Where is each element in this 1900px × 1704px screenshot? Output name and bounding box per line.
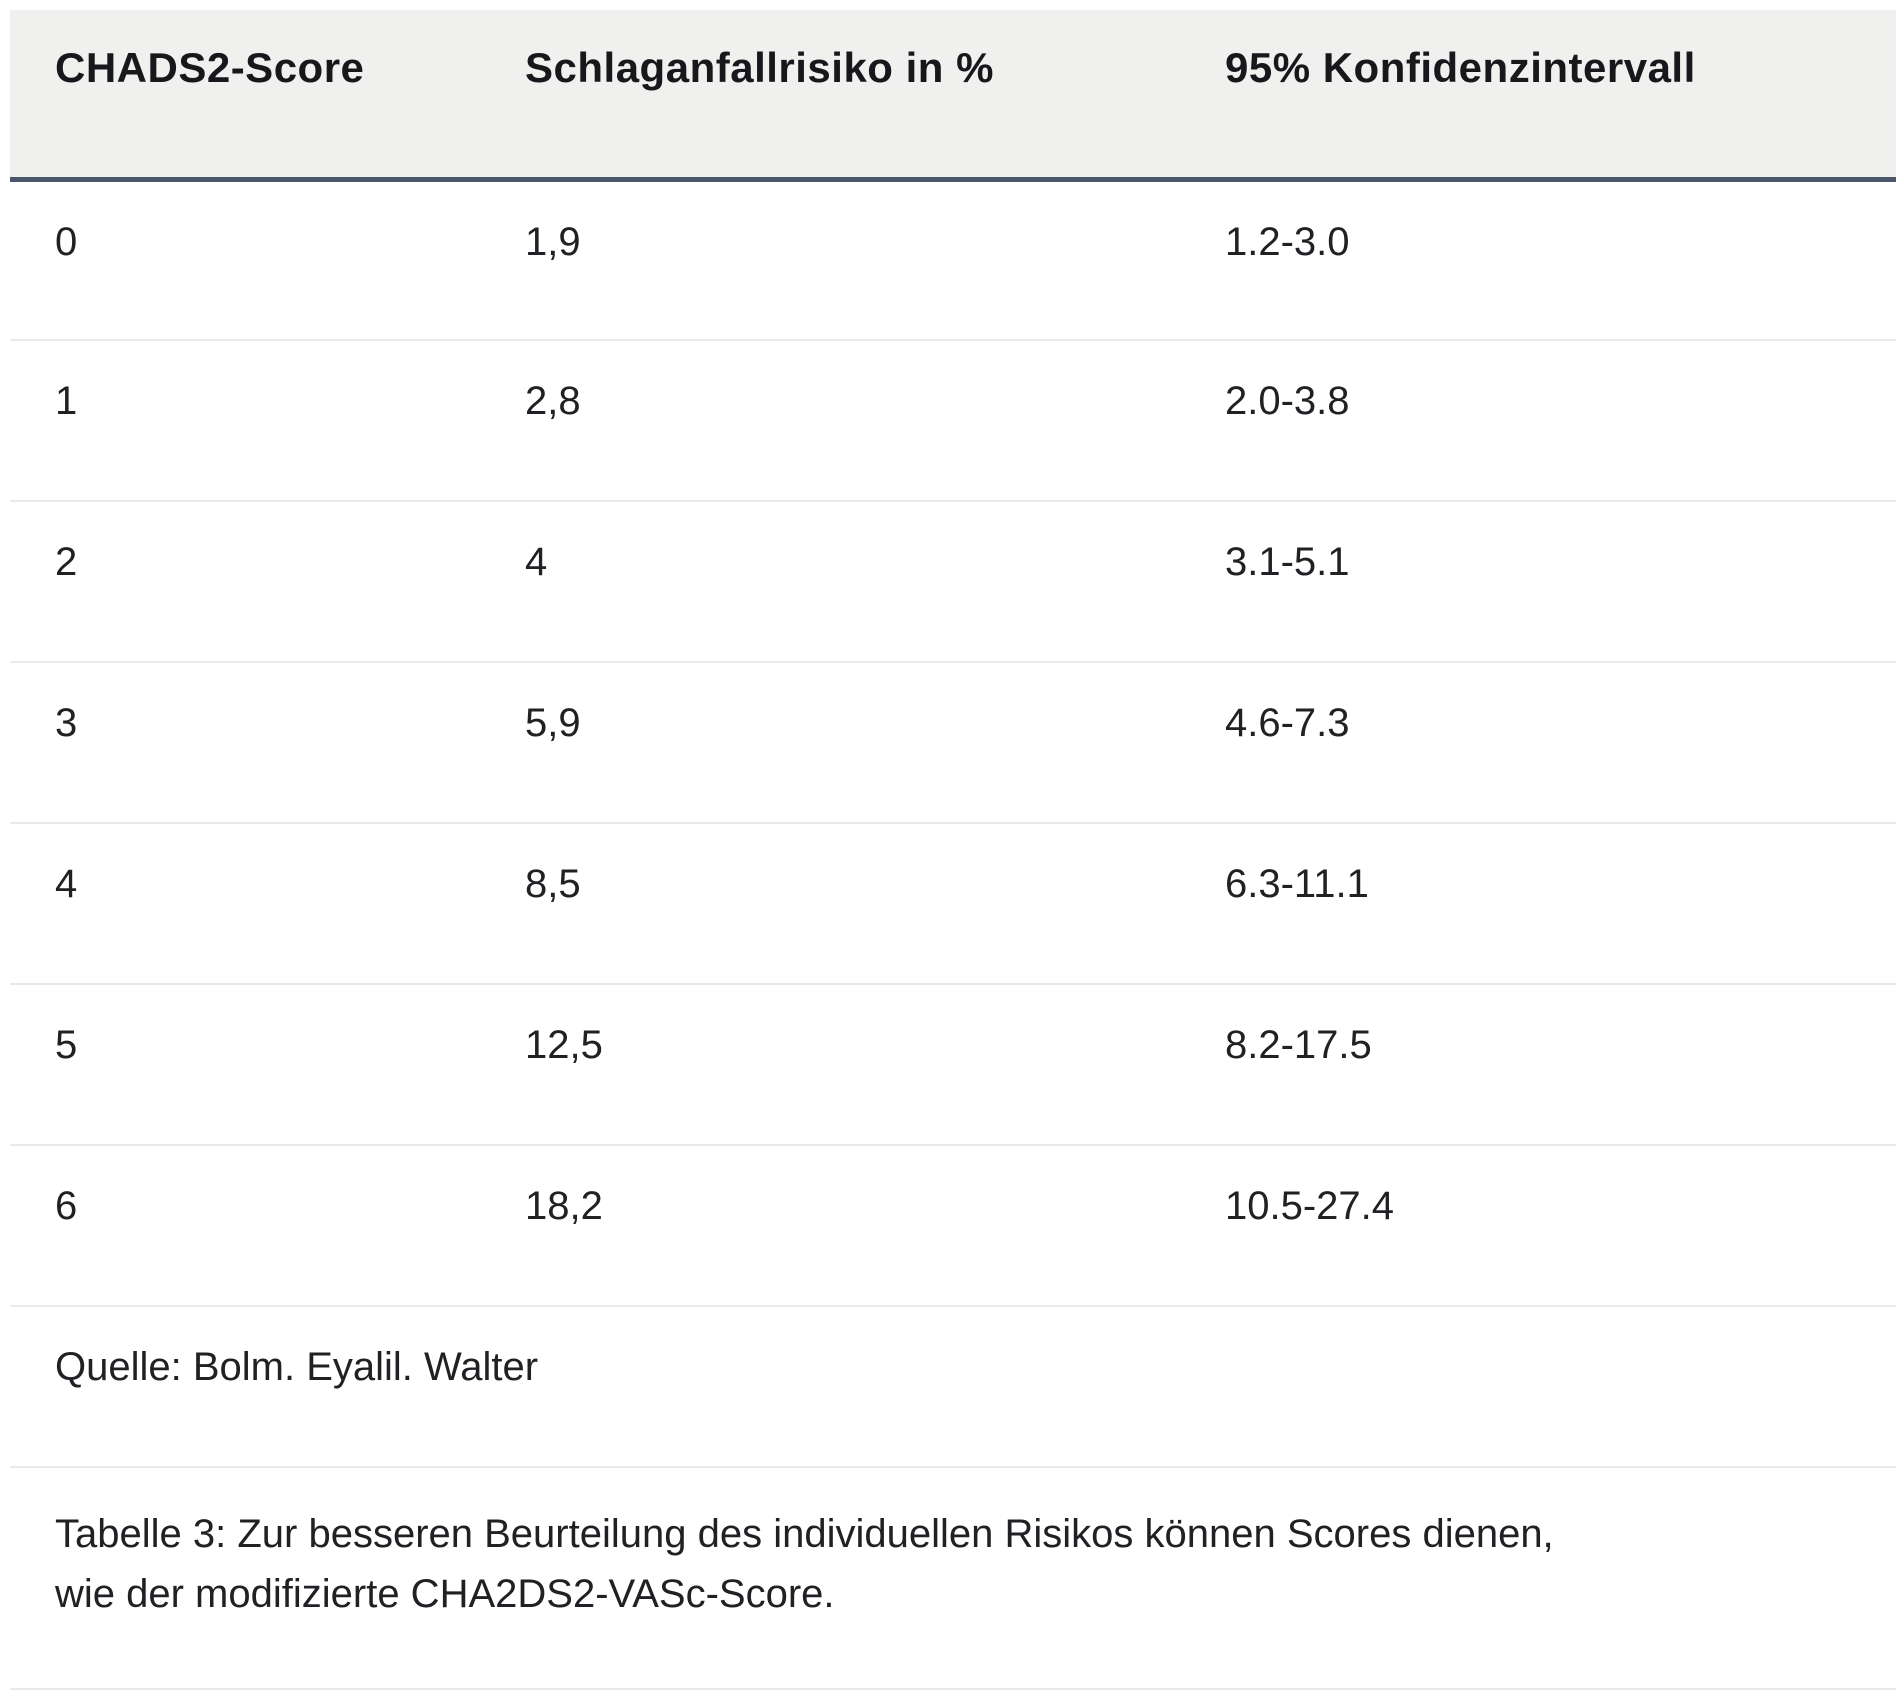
table-row: 1 2,8 2.0-3.8 [10,340,1896,502]
cell-risk: 12,5 [480,984,1180,1146]
cell-risk: 2,8 [480,340,1180,502]
cell-risk: 1,9 [480,179,1180,341]
cell-score: 4 [10,823,480,985]
cell-score: 2 [10,501,480,663]
cell-risk: 5,9 [480,662,1180,824]
cell-risk: 18,2 [480,1145,1180,1307]
cell-confidence-interval: 3.1-5.1 [1180,501,1896,663]
table-row: 4 8,5 6.3-11.1 [10,823,1896,985]
table-row: 6 18,2 10.5-27.4 [10,1145,1896,1307]
header-confidence-interval: 95% Konfidenzintervall [1180,10,1896,182]
caption-cell: Tabelle 3: Zur besseren Beurteilung des … [10,1467,1896,1690]
cell-confidence-interval: 4.6-7.3 [1180,662,1896,824]
cell-confidence-interval: 10.5-27.4 [1180,1145,1896,1307]
header-score: CHADS2-Score [10,10,480,182]
cell-score: 1 [10,340,480,502]
chads2-score-table: CHADS2-Score Schlaganfallrisiko in % 95%… [10,10,1896,1690]
cell-confidence-interval: 6.3-11.1 [1180,823,1896,985]
table-row: 5 12,5 8.2-17.5 [10,984,1896,1146]
table-caption-row: Tabelle 3: Zur besseren Beurteilung des … [10,1467,1896,1690]
cell-confidence-interval: 1.2-3.0 [1180,179,1896,341]
table-row: 2 4 3.1-5.1 [10,501,1896,663]
header-risk: Schlaganfallrisiko in % [480,10,1180,182]
table-caption: Tabelle 3: Zur besseren Beurteilung des … [55,1512,1554,1616]
cell-score: 3 [10,662,480,824]
cell-confidence-interval: 8.2-17.5 [1180,984,1896,1146]
cell-score: 0 [10,179,480,341]
table-source-row: Quelle: Bolm. Eyalil. Walter [10,1306,1896,1468]
source-text: Quelle: Bolm. Eyalil. Walter [10,1306,1896,1468]
cell-risk: 8,5 [480,823,1180,985]
cell-confidence-interval: 2.0-3.8 [1180,340,1896,502]
table-header-row: CHADS2-Score Schlaganfallrisiko in % 95%… [10,10,1896,182]
cell-score: 6 [10,1145,480,1307]
table-row: 3 5,9 4.6-7.3 [10,662,1896,824]
cell-risk: 4 [480,501,1180,663]
table-row: 0 1,9 1.2-3.0 [10,179,1896,341]
cell-score: 5 [10,984,480,1146]
